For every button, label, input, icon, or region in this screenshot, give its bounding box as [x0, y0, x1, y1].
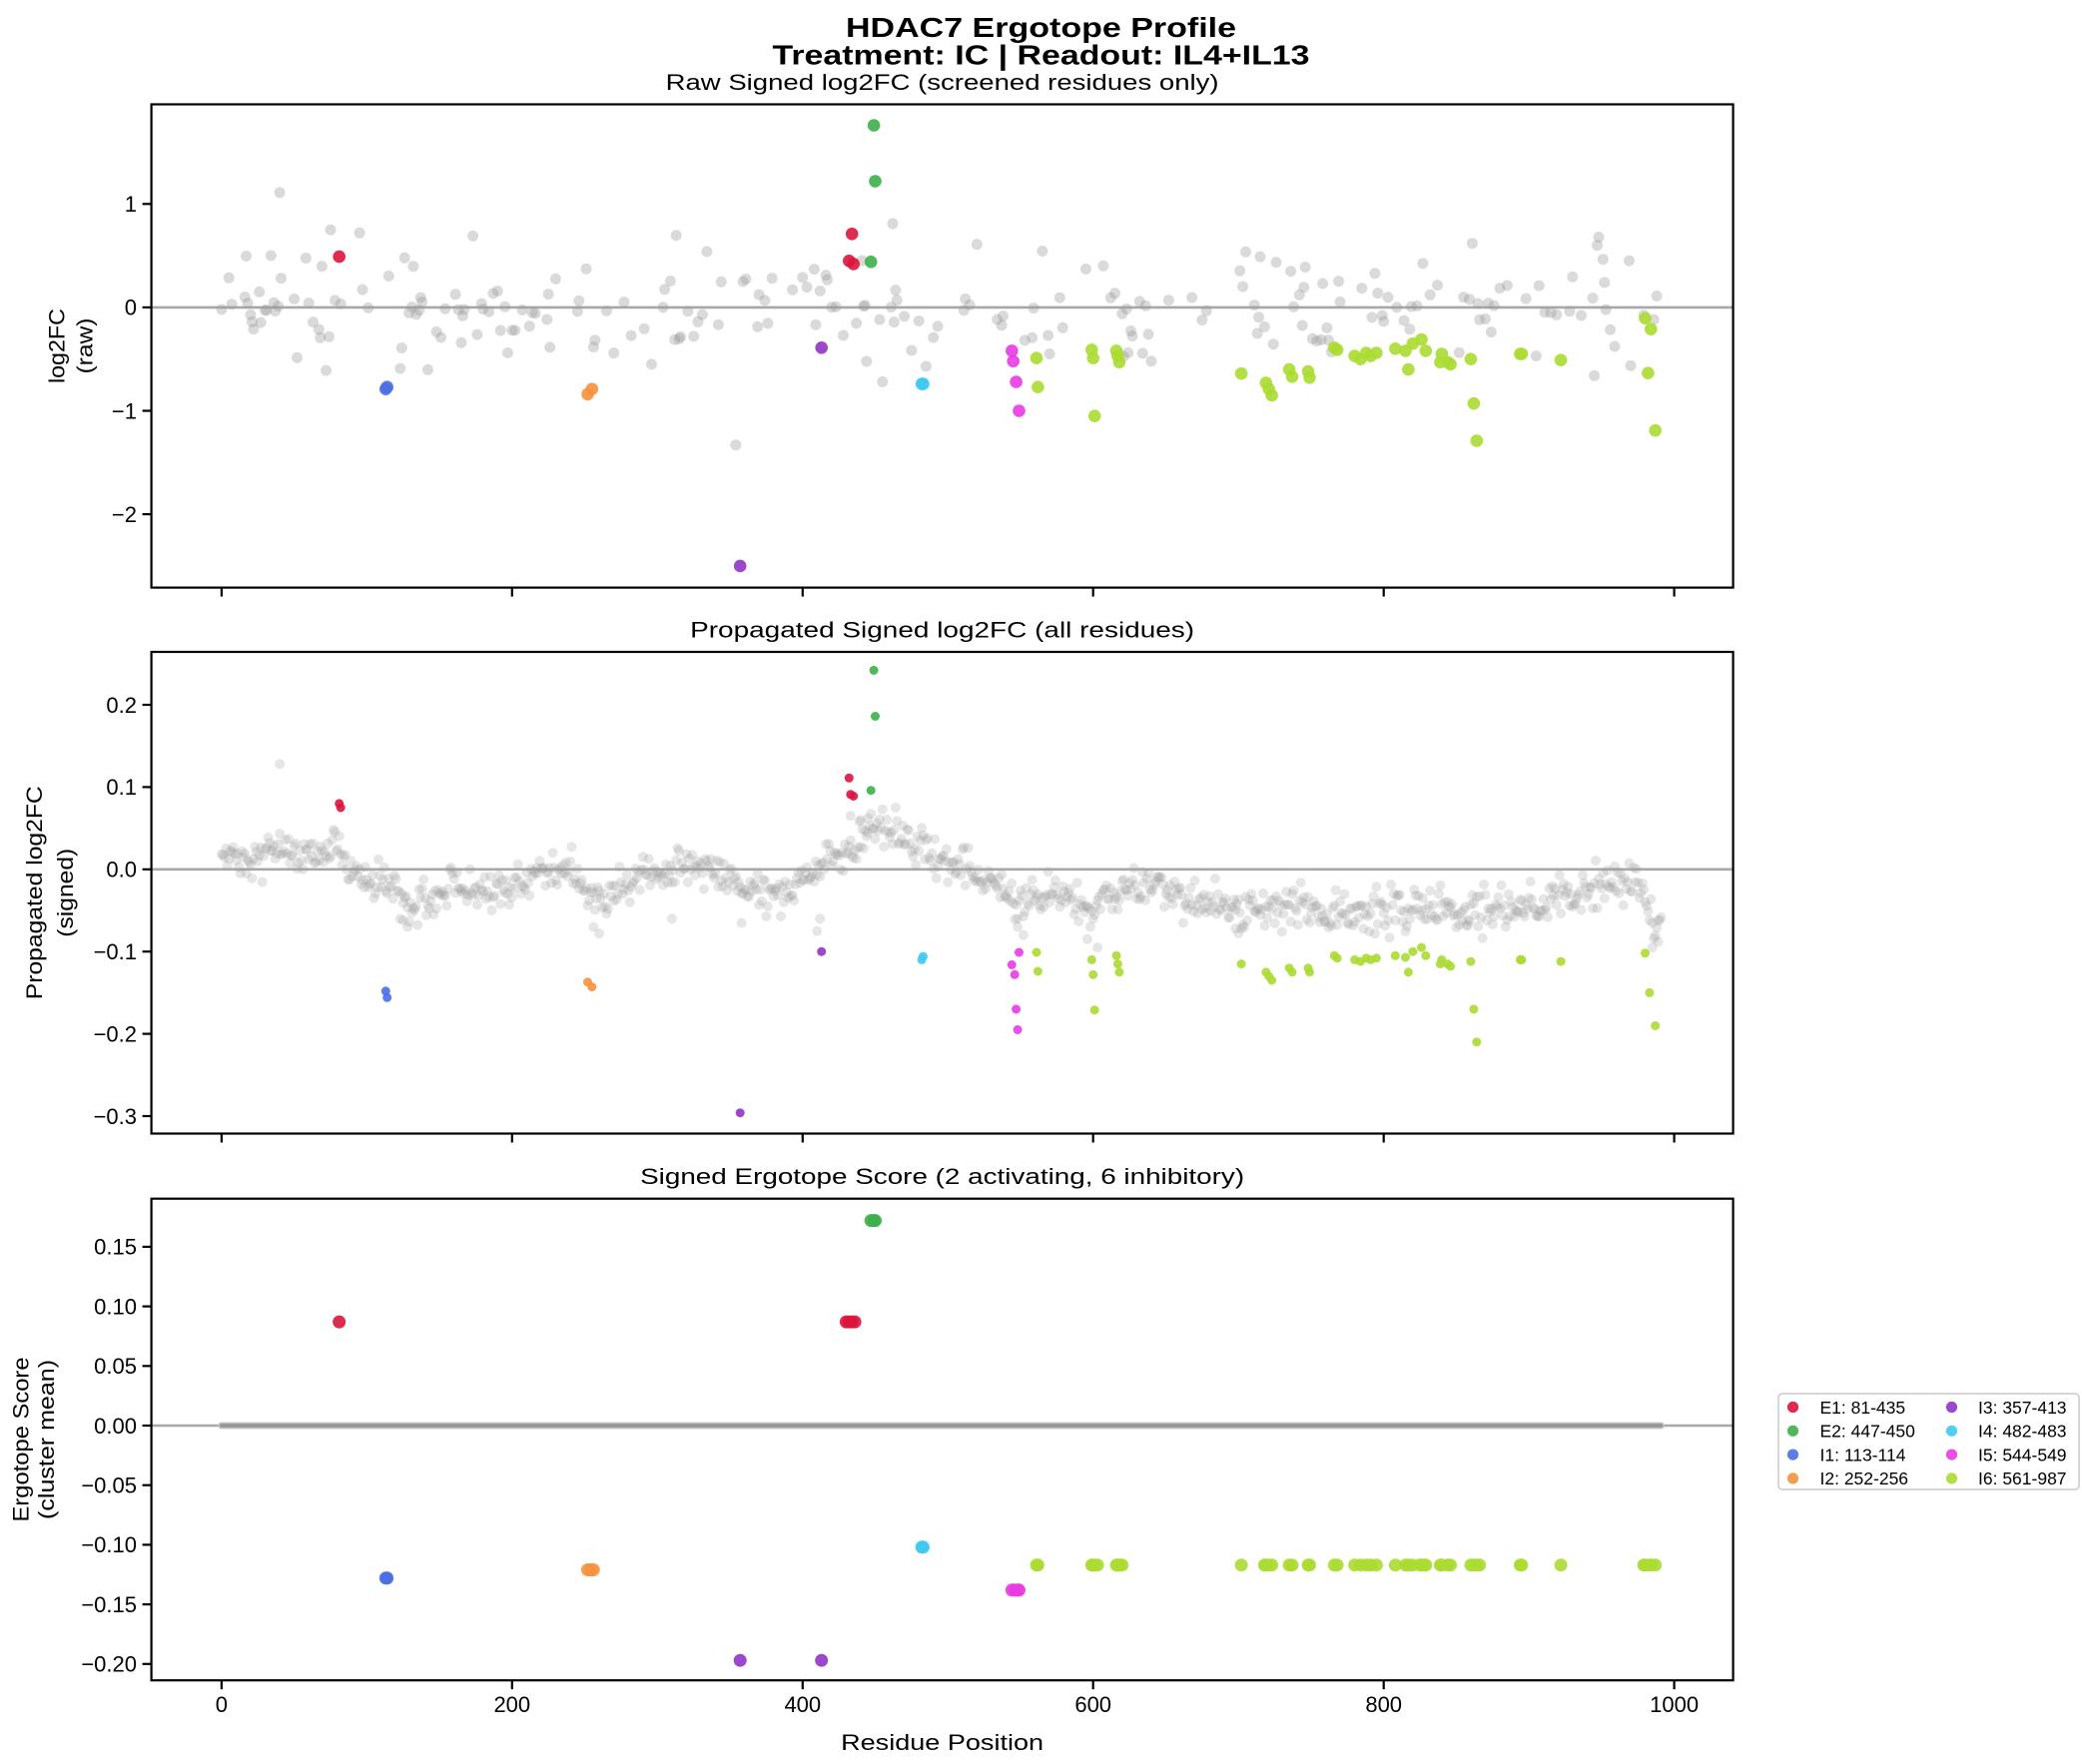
svg-text:I1: 113-114: I1: 113-114 — [1820, 1445, 1906, 1465]
svg-text:200: 200 — [493, 1692, 530, 1717]
svg-text:I5: 544-549: I5: 544-549 — [1978, 1445, 2067, 1465]
svg-text:Signed Ergotope Score (2 activ: Signed Ergotope Score (2 activating, 6 i… — [640, 1164, 1244, 1189]
svg-text:(raw): (raw) — [73, 318, 98, 374]
svg-text:0: 0 — [125, 295, 137, 320]
svg-text:0.2: 0.2 — [106, 693, 137, 718]
svg-text:−0.3: −0.3 — [94, 1104, 137, 1129]
svg-text:I3: 357-413: I3: 357-413 — [1978, 1398, 2067, 1418]
svg-text:1: 1 — [125, 192, 137, 217]
svg-text:0.10: 0.10 — [94, 1294, 137, 1319]
svg-text:−0.10: −0.10 — [81, 1532, 137, 1557]
svg-text:0.1: 0.1 — [106, 775, 137, 800]
svg-text:0.05: 0.05 — [94, 1354, 137, 1379]
svg-text:0.00: 0.00 — [94, 1414, 137, 1439]
svg-text:−0.15: −0.15 — [81, 1592, 137, 1617]
svg-text:0: 0 — [216, 1692, 228, 1717]
svg-text:Residue Position: Residue Position — [841, 1730, 1043, 1755]
svg-text:Propagated log2FC: Propagated log2FC — [22, 786, 47, 999]
svg-text:0.0: 0.0 — [106, 858, 137, 882]
svg-text:400: 400 — [784, 1692, 821, 1717]
svg-text:−1: −1 — [112, 398, 137, 423]
svg-text:Raw Signed log2FC (screened re: Raw Signed log2FC (screened residues onl… — [666, 70, 1219, 95]
svg-text:I2: 252-256: I2: 252-256 — [1820, 1469, 1909, 1488]
svg-text:(cluster mean): (cluster mean) — [34, 1360, 59, 1519]
svg-text:0.15: 0.15 — [94, 1235, 137, 1260]
svg-text:−0.05: −0.05 — [81, 1473, 137, 1498]
svg-text:−0.20: −0.20 — [81, 1652, 137, 1677]
svg-text:E2: 447-450: E2: 447-450 — [1820, 1422, 1916, 1442]
svg-text:800: 800 — [1365, 1692, 1402, 1717]
svg-text:(signed): (signed) — [53, 849, 78, 937]
svg-text:600: 600 — [1074, 1692, 1111, 1717]
svg-text:HDAC7 Ergotope Profile: HDAC7 Ergotope Profile — [846, 12, 1236, 43]
svg-text:log2FC: log2FC — [45, 308, 70, 383]
svg-text:1000: 1000 — [1650, 1692, 1699, 1717]
svg-text:−0.2: −0.2 — [94, 1021, 137, 1046]
svg-text:−0.1: −0.1 — [94, 939, 137, 964]
svg-text:I6: 561-987: I6: 561-987 — [1978, 1469, 2067, 1488]
svg-text:Ergotope Score: Ergotope Score — [9, 1357, 34, 1521]
svg-text:−2: −2 — [112, 502, 137, 527]
svg-text:Treatment: IC | Readout: IL4+I: Treatment: IC | Readout: IL4+IL13 — [773, 40, 1310, 71]
svg-text:Propagated Signed log2FC (all: Propagated Signed log2FC (all residues) — [690, 618, 1194, 643]
svg-text:I4: 482-483: I4: 482-483 — [1978, 1422, 2067, 1442]
svg-text:E1: 81-435: E1: 81-435 — [1820, 1398, 1906, 1418]
